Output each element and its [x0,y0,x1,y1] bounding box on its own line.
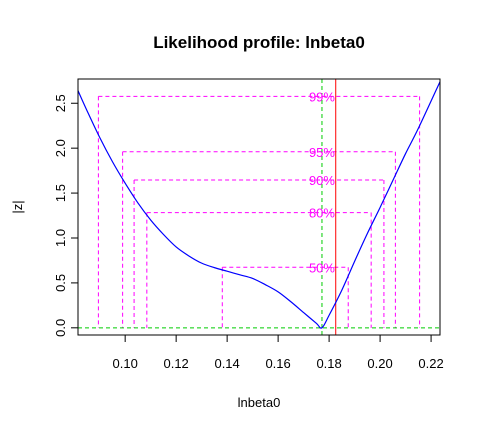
x-tick-label-5: 0.20 [367,356,392,371]
y-tick-label-5: 2.5 [53,94,68,112]
level-label-3: 95% [309,145,335,160]
profile-curve-layer [77,81,441,329]
y-tick-label-4: 2.0 [53,139,68,157]
y-tick-label-0: 0.0 [53,319,68,337]
x-tick-label-4: 0.18 [316,356,341,371]
x-tick-label-1: 0.12 [163,356,188,371]
x-tick-label-3: 0.16 [265,356,290,371]
profile-curve [77,81,441,329]
y-tick-label-1: 0.5 [53,274,68,292]
plot-frame [77,78,441,336]
x-tick-label-6: 0.22 [418,356,443,371]
chart-title: Likelihood profile: lnbeta0 [153,33,365,52]
y-tick-label-2: 1.0 [53,229,68,247]
x-tick-label-0: 0.10 [113,356,138,371]
level-label-4: 99% [309,89,335,104]
confidence-levels [97,95,421,328]
reference-lines [78,79,440,335]
level-label-0: 50% [309,260,335,275]
confidence-level-labels: 50% 80% 90% 95% 99% [309,89,335,275]
y-tick-label-3: 1.5 [53,184,68,202]
x-tick-label-2: 0.14 [214,356,239,371]
y-axis: 0.0 0.5 1.0 1.5 2.0 2.5 [53,94,78,337]
level-label-2: 90% [309,173,335,188]
x-axis-label: lnbeta0 [238,395,281,410]
x-axis: 0.10 0.12 0.14 0.16 0.18 0.20 0.22 [113,335,444,371]
y-axis-label: |z| [10,200,25,213]
level-label-1: 80% [309,206,335,221]
